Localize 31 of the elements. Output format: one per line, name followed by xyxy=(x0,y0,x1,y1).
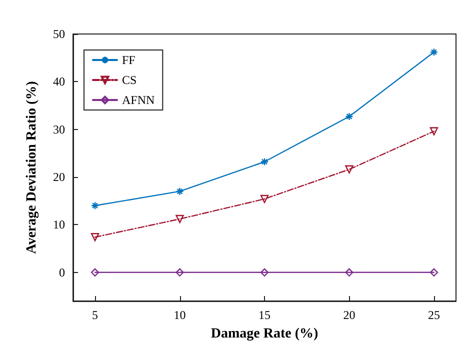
legend-label: CS xyxy=(122,73,137,87)
y-tick-label: 20 xyxy=(53,170,65,184)
point xyxy=(260,194,269,204)
point xyxy=(260,268,269,276)
y-tick-label: 10 xyxy=(53,218,65,232)
point xyxy=(345,165,354,174)
point xyxy=(90,202,100,210)
point xyxy=(345,112,354,121)
point xyxy=(90,268,100,276)
legend-label: AFNN xyxy=(122,93,156,107)
y-tick-label: 50 xyxy=(53,27,65,41)
y-tick-label: 0 xyxy=(59,265,65,280)
point xyxy=(90,233,100,242)
point xyxy=(430,127,438,136)
y-tick-label: 30 xyxy=(53,122,65,136)
legend-label: FF xyxy=(122,53,136,67)
point xyxy=(345,268,354,276)
x-tick-label: 10 xyxy=(174,308,186,322)
x-tick-label: 25 xyxy=(428,308,440,322)
point xyxy=(260,158,269,166)
y-tick-label: 40 xyxy=(53,74,65,89)
point xyxy=(430,48,438,56)
x-axis-title: Damage Rate (%) xyxy=(210,326,318,342)
x-tick-label: 5 xyxy=(92,308,98,322)
x-tick-label: 15 xyxy=(258,308,270,322)
point xyxy=(176,187,184,196)
point xyxy=(430,268,438,276)
x-tick-label: 20 xyxy=(343,308,356,322)
point xyxy=(176,268,184,276)
y-axis-title: Average Deviation Ratio (%) xyxy=(24,80,40,254)
point xyxy=(176,214,184,224)
